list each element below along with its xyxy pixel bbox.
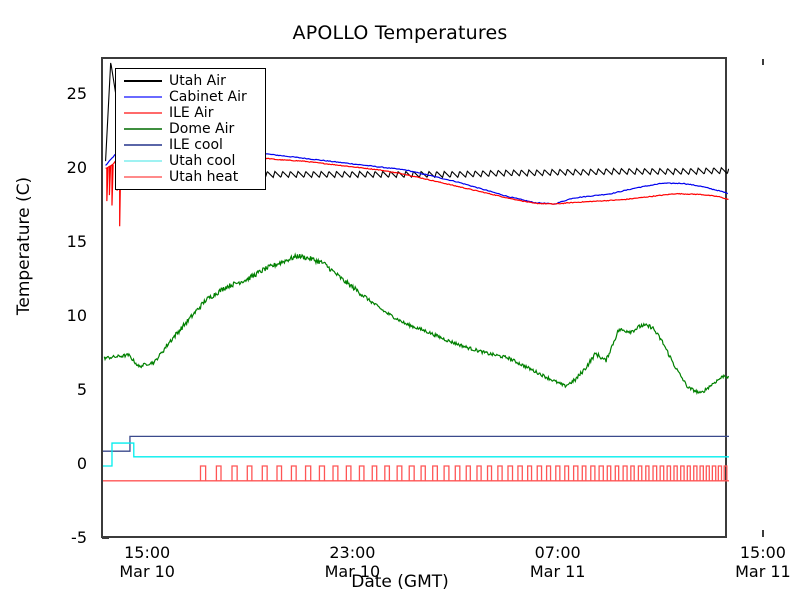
- legend-item-label: Utah heat: [169, 169, 239, 185]
- y-tick-label: 5: [76, 380, 87, 399]
- legend-color-swatch: [124, 128, 162, 130]
- legend-item-dome-air[interactable]: Dome Air: [121, 121, 260, 137]
- x-tick-label: 23:00 Mar 10: [324, 543, 381, 581]
- y-tick-label: 20: [66, 158, 87, 177]
- series-utah-cool: [103, 442, 729, 467]
- x-tick-mark-top: [761, 59, 764, 65]
- legend-color-swatch: [124, 144, 162, 146]
- chart-title: APOLLO Temperatures: [292, 22, 508, 44]
- legend-item-ile-air[interactable]: ILE Air: [121, 105, 260, 121]
- series-ile-cool: [103, 435, 729, 452]
- legend-color-swatch: [124, 96, 162, 98]
- legend-color-swatch: [124, 112, 162, 114]
- y-tick-mark: [102, 537, 109, 539]
- y-tick-label: 10: [66, 306, 87, 325]
- x-tick-label: 07:00 Mar 11: [529, 543, 586, 581]
- legend-item-label: Utah cool: [169, 153, 236, 169]
- legend-color-swatch: [124, 160, 162, 162]
- legend-item-utah-cool[interactable]: Utah cool: [121, 153, 260, 169]
- x-tick-mark: [761, 530, 764, 537]
- y-axis-label: Temperature (C): [14, 176, 34, 316]
- series-ile-air-spike-0: [106, 167, 109, 202]
- series-dome-air: [103, 252, 729, 395]
- legend-item-label: Dome Air: [169, 121, 235, 137]
- legend-item-cabinet-air[interactable]: Cabinet Air: [121, 89, 260, 105]
- legend-item-label: ILE cool: [169, 137, 223, 153]
- x-tick-label: 15:00 Mar 11: [735, 543, 791, 581]
- y-tick-label: 25: [66, 84, 87, 103]
- legend-item-label: ILE Air: [169, 105, 214, 121]
- legend-item-label: Cabinet Air: [169, 89, 247, 105]
- chart-legend: Utah Air Cabinet Air ILE Air Dome Air ILE co…: [115, 68, 266, 190]
- y-tick-label: 0: [76, 454, 87, 473]
- series-ile-air-spike-1: [108, 166, 112, 196]
- legend-color-swatch: [124, 176, 162, 178]
- legend-item-ile-cool[interactable]: ILE cool: [121, 137, 260, 153]
- legend-item-utah-heat[interactable]: Utah heat: [121, 169, 260, 185]
- x-axis-label: Date (GMT): [351, 572, 449, 592]
- x-tick-label: 15:00 Mar 10: [119, 543, 175, 581]
- series-utah-heat-pulses: [199, 465, 728, 481]
- y-tick-label: 15: [66, 232, 87, 251]
- series-ile-air-spike-2: [111, 164, 114, 206]
- legend-color-swatch: [124, 80, 162, 82]
- legend-item-utah-air[interactable]: Utah Air: [121, 73, 260, 89]
- legend-item-label: Utah Air: [169, 73, 226, 89]
- y-tick-label: -5: [71, 528, 87, 547]
